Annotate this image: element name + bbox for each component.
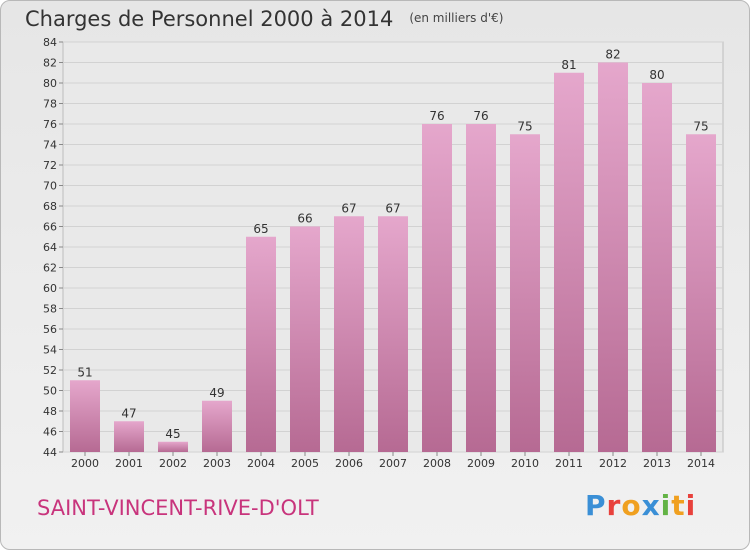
bar-2008 [422, 124, 452, 452]
bar-2004 [246, 236, 276, 452]
y-tick-label: 70 [43, 180, 57, 193]
y-tick-label: 82 [43, 57, 57, 70]
y-tick-label: 72 [43, 159, 57, 172]
y-tick-label: 68 [43, 200, 57, 213]
bar-2011 [554, 72, 584, 452]
y-tick-label: 84 [43, 36, 57, 49]
y-tick-label: 78 [43, 98, 57, 111]
data-label-2000: 51 [77, 365, 92, 379]
y-tick-label: 76 [43, 118, 57, 131]
bars: 51 47 45 49 65 66 67 67 76 76 75 81 82 80 75 [70, 48, 716, 452]
chart-title: Charges de Personnel 2000 à 2014 (en mill… [25, 7, 503, 31]
x-tick-label: 2009 [467, 457, 495, 470]
data-label-2002: 45 [165, 427, 180, 441]
x-tick-label: 2013 [643, 457, 671, 470]
bar-2009 [466, 124, 496, 452]
y-tick-label: 52 [43, 364, 57, 377]
data-label-2006: 67 [341, 201, 356, 215]
bar-2003 [202, 400, 232, 452]
y-tick-label: 62 [43, 262, 57, 275]
bar-2002 [158, 441, 188, 452]
x-tick-label: 2007 [379, 457, 407, 470]
data-label-2011: 81 [561, 58, 576, 72]
data-label-2013: 80 [649, 68, 664, 82]
y-tick-label: 50 [43, 385, 57, 398]
bar-2010 [510, 134, 540, 452]
bar-2014 [686, 134, 716, 452]
proxiti-logo[interactable]: Proxiti [585, 489, 697, 522]
x-tick-label: 2010 [511, 457, 539, 470]
data-label-2008: 76 [429, 109, 444, 123]
y-tick-label: 56 [43, 323, 57, 336]
y-tick-label: 44 [43, 446, 57, 459]
data-label-2014: 75 [693, 119, 708, 133]
data-label-2003: 49 [209, 386, 224, 400]
y-tick-label: 74 [43, 139, 57, 152]
x-tick-label: 2001 [115, 457, 143, 470]
bar-2013 [642, 83, 672, 452]
x-tick-label: 2011 [555, 457, 583, 470]
y-tick-label: 46 [43, 426, 57, 439]
y-axis: 44 46 48 50 52 54 56 58 60 62 64 66 68 70 72 74 76 78 80 82… [43, 36, 63, 459]
data-label-2004: 65 [253, 222, 268, 236]
y-tick-label: 66 [43, 221, 57, 234]
x-tick-label: 2004 [247, 457, 275, 470]
data-label-2012: 82 [605, 48, 620, 62]
data-label-2001: 47 [121, 406, 136, 420]
x-tick-label: 2002 [159, 457, 187, 470]
y-tick-label: 60 [43, 282, 57, 295]
bar-2001 [114, 421, 144, 452]
x-tick-label: 2014 [687, 457, 715, 470]
x-axis: 2000 2001 2002 2003 2004 2005 2006 2007 2008 2009… [71, 452, 715, 470]
data-label-2010: 75 [517, 119, 532, 133]
x-tick-label: 2005 [291, 457, 319, 470]
y-tick-label: 64 [43, 241, 57, 254]
x-tick-label: 2000 [71, 457, 99, 470]
x-tick-label: 2006 [335, 457, 363, 470]
commune-name: SAINT-VINCENT-RIVE-D'OLT [37, 496, 319, 520]
chart-subtitle: (en milliers d'€) [409, 11, 504, 25]
bar-2006 [334, 216, 364, 452]
bar-2000 [70, 380, 100, 452]
x-tick-label: 2008 [423, 457, 451, 470]
bar-2012 [598, 62, 628, 452]
y-tick-label: 58 [43, 303, 57, 316]
bar-2007 [378, 216, 408, 452]
y-tick-label: 48 [43, 405, 57, 418]
data-label-2009: 76 [473, 109, 488, 123]
y-tick-label: 54 [43, 344, 57, 357]
x-tick-label: 2003 [203, 457, 231, 470]
data-label-2007: 67 [385, 201, 400, 215]
y-tick-label: 80 [43, 77, 57, 90]
x-tick-label: 2012 [599, 457, 627, 470]
data-label-2005: 66 [297, 212, 312, 226]
chart-title-text: Charges de Personnel 2000 à 2014 [25, 7, 394, 31]
bar-2005 [290, 226, 320, 452]
